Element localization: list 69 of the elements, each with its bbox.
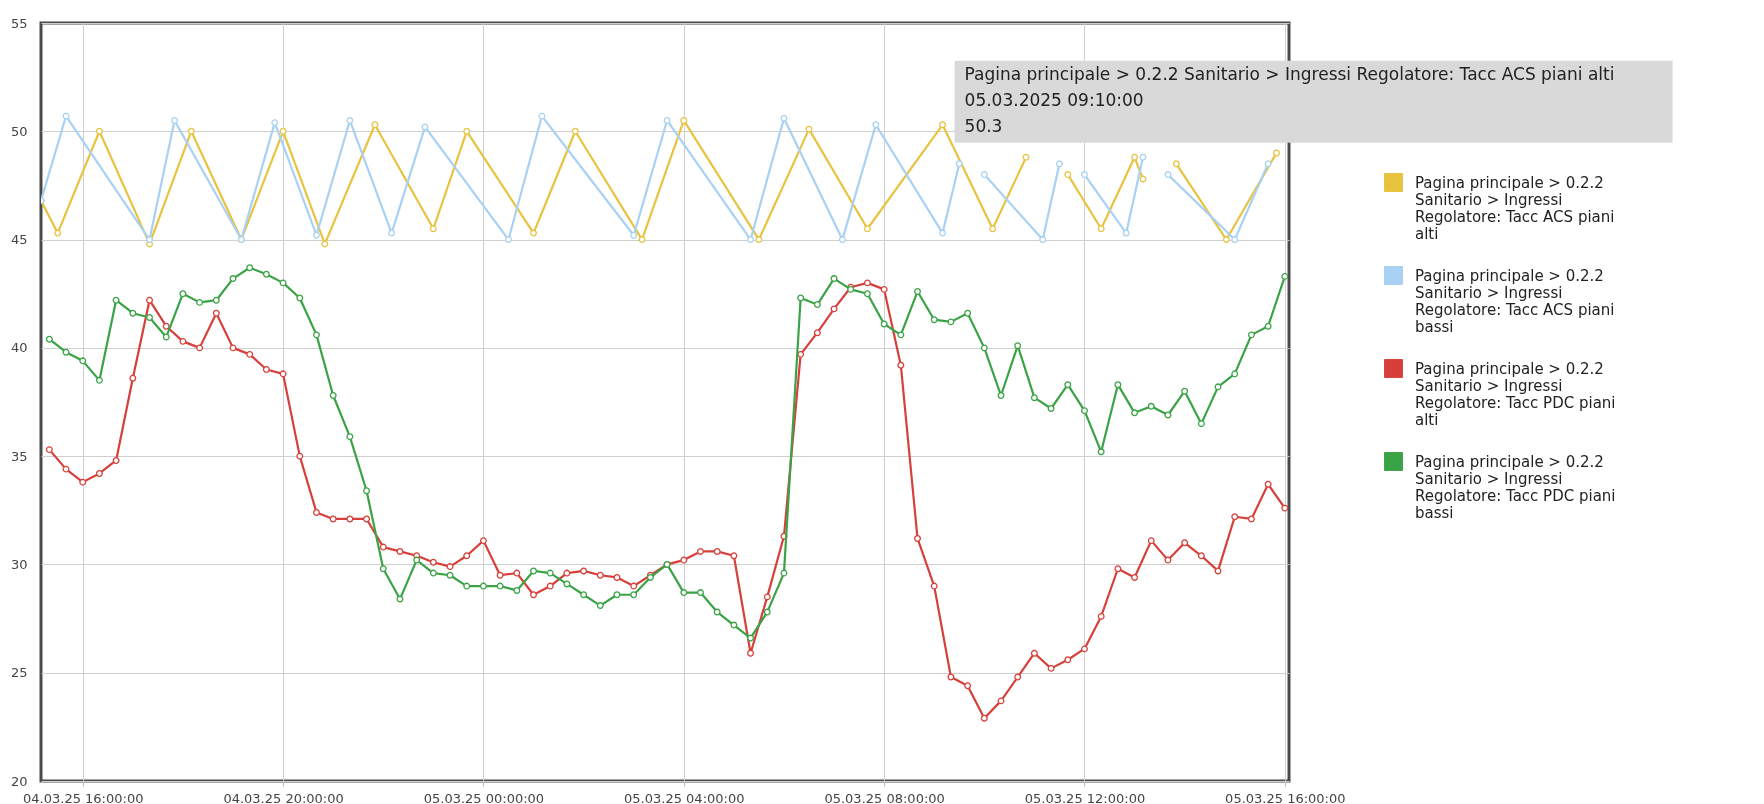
x-tick-label: 04.03.25 20:00:00	[223, 790, 344, 804]
point	[630, 231, 638, 239]
legend-label: Pagina principale > 0.2.2 Sanitario > Ingressi Regolatore: Tacc PDC piani bassi	[1415, 452, 1616, 522]
point	[530, 229, 537, 237]
point	[755, 236, 763, 244]
point	[571, 127, 579, 135]
point	[321, 240, 329, 248]
y-tick-label: 55	[10, 15, 28, 31]
point	[1139, 153, 1147, 161]
point	[388, 229, 396, 237]
point	[271, 119, 279, 127]
point	[1081, 171, 1088, 179]
point	[1231, 236, 1239, 244]
point	[980, 171, 988, 179]
y-tick-label: 30	[10, 556, 28, 572]
legend-label: Pagina principale > 0.2.2 Sanitario > Ingressi Regolatore: Tacc ACS piani bassi	[1415, 266, 1615, 336]
point	[1273, 149, 1280, 157]
point	[171, 116, 179, 124]
point	[1222, 236, 1230, 244]
legend-label: Pagina principale > 0.2.2 Sanitario > Ingressi Regolatore: Tacc PDC piani alti	[1415, 359, 1616, 429]
point	[872, 121, 880, 129]
point	[989, 225, 997, 233]
x-tick-label: 05.03.25 00:00:00	[423, 790, 545, 804]
y-tick-label: 45	[10, 232, 28, 248]
point	[780, 114, 788, 122]
legend-label: Pagina principale > 0.2.2 Sanitario > Ingressi Regolatore: Tacc ACS piani alti	[1415, 173, 1615, 243]
point	[955, 160, 963, 168]
x-tick-label: 04.03.25 16:00:00	[23, 790, 144, 804]
point	[1264, 160, 1272, 168]
y-tick-label: 20	[10, 773, 28, 789]
point	[939, 121, 947, 129]
point	[1064, 171, 1072, 179]
point	[1164, 171, 1172, 179]
point	[1055, 160, 1063, 168]
point	[638, 236, 646, 244]
x-tick-label: 05.03.25 04:00:00	[624, 790, 745, 804]
point	[538, 112, 546, 120]
point	[429, 225, 437, 233]
point	[838, 236, 846, 244]
point	[1172, 160, 1180, 168]
y-tick-label: 25	[10, 665, 28, 681]
y-tick-label: 50	[10, 123, 28, 139]
point	[1131, 153, 1139, 161]
point	[279, 127, 287, 135]
point	[663, 116, 671, 124]
y-tick-label: 35	[10, 448, 28, 464]
point	[95, 127, 103, 135]
point	[346, 116, 354, 124]
x-tick-label: 05.03.25 16:00:00	[1225, 790, 1346, 804]
annotation: Pagina principale > 0.2.2 Sanitario > Ingressi Regolatore: Tacc ACS piani alti 05.03.2025 09:10:00 50.3	[964, 63, 1615, 136]
point	[146, 236, 153, 244]
point	[1039, 236, 1047, 244]
point	[1097, 225, 1105, 233]
point	[313, 231, 320, 239]
x-tick-label: 05.03.25 08:00:00	[824, 790, 945, 804]
point	[680, 116, 688, 124]
x-tick-label: 05.03.25 12:00:00	[1024, 790, 1146, 804]
point	[1022, 153, 1030, 161]
point	[1122, 229, 1130, 237]
point	[187, 127, 195, 135]
point	[939, 229, 947, 237]
point	[863, 225, 871, 233]
point	[505, 236, 512, 244]
point	[62, 112, 70, 120]
point	[54, 229, 62, 237]
point	[747, 236, 755, 244]
point	[463, 127, 471, 135]
y-tick-label: 40	[10, 340, 28, 356]
point	[371, 121, 379, 129]
